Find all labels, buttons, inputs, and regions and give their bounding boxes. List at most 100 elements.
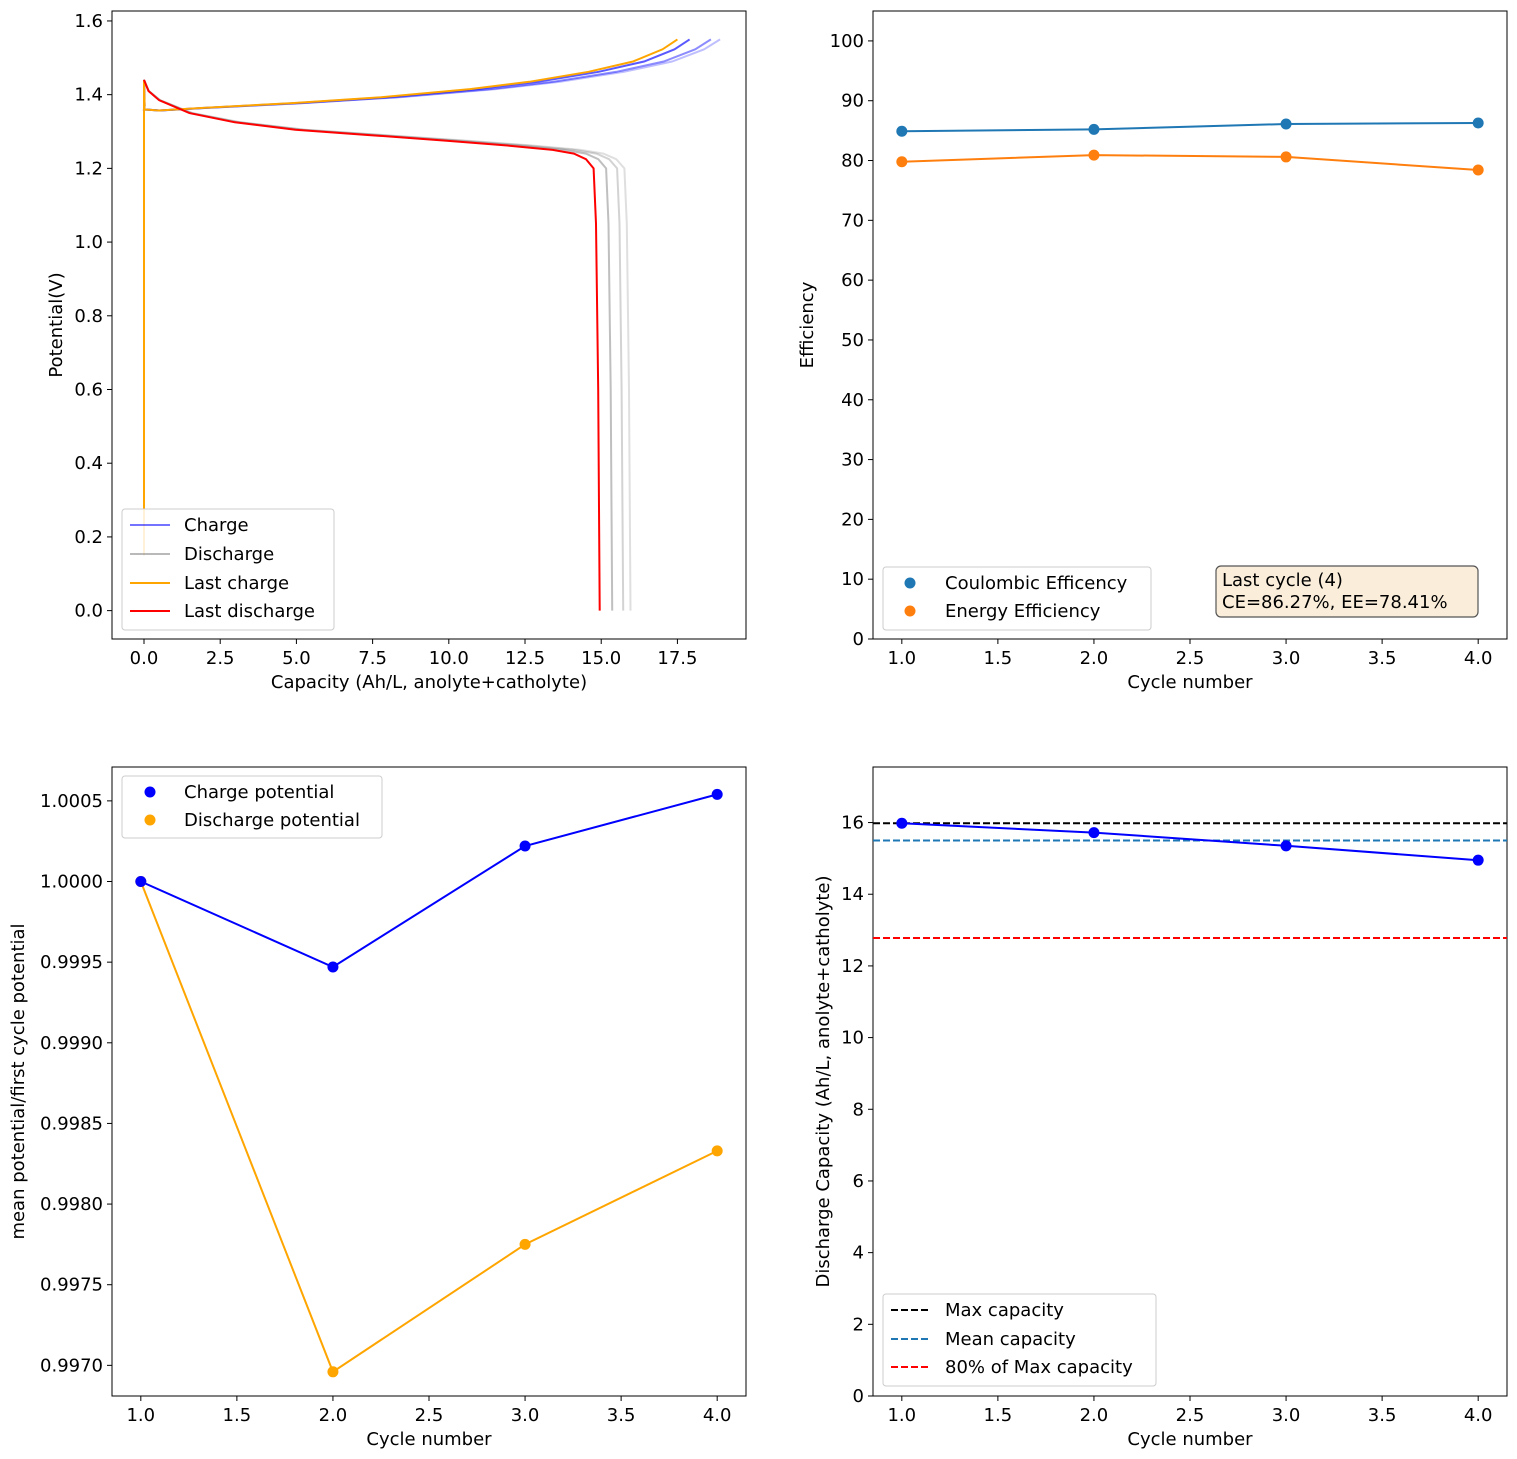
y-tick-label: 8 <box>853 1099 864 1120</box>
x-tick-label: 15.0 <box>581 648 621 669</box>
x-tick-label: 2.0 <box>1080 648 1109 669</box>
legend-label: Charge <box>184 515 249 536</box>
x-tick-label: 1.5 <box>223 1405 252 1426</box>
x-tick-label: 3.5 <box>607 1405 636 1426</box>
discharge-potential-line <box>139 881 718 1374</box>
energy-point <box>1088 149 1100 161</box>
x-tick-label: 2.5 <box>415 1405 444 1426</box>
legend-label: Mean capacity <box>945 1329 1076 1350</box>
y-tick-label: 0.8 <box>74 306 103 327</box>
legend-marker <box>144 786 156 798</box>
panel2-legend <box>882 566 1152 631</box>
y-axis-label: Potential(V) <box>46 272 67 377</box>
y-tick-label: 0.6 <box>74 379 103 400</box>
legend-label: Discharge <box>184 544 274 565</box>
y-tick-label: 60 <box>841 270 864 291</box>
charge-potential-line <box>140 793 718 969</box>
y-tick-label: 14 <box>841 884 864 905</box>
x-tick-label: 2.0 <box>1080 1405 1109 1426</box>
y-tick-label: 0 <box>853 1386 864 1407</box>
y-tick-label: 80 <box>841 151 864 172</box>
y-tick-label: 70 <box>841 210 864 231</box>
x-tick-label: 4.0 <box>1464 1405 1493 1426</box>
discharge-potential-point <box>711 1145 723 1157</box>
charge-potential-point <box>135 876 147 888</box>
y-tick-label: 6 <box>853 1171 864 1192</box>
x-tick-label: 12.5 <box>505 648 545 669</box>
charge-curve <box>142 38 691 556</box>
panel2-frame <box>872 10 1508 640</box>
legend-marker <box>904 577 916 589</box>
legend-label: Discharge potential <box>184 810 360 831</box>
last-charge-curve <box>142 38 678 556</box>
legend-label: Max capacity <box>945 1300 1064 1321</box>
x-tick-label: 2.5 <box>1176 1405 1205 1426</box>
y-tick-label: 50 <box>841 330 864 351</box>
panel1-plot-area <box>142 38 721 611</box>
legend-label: Charge potential <box>184 782 334 803</box>
energy-line <box>901 154 1479 171</box>
x-tick-label: 2.5 <box>206 648 235 669</box>
x-axis-label: Capacity (Ah/L, anolyte+catholyte) <box>271 672 587 693</box>
panel1-frame <box>111 10 747 640</box>
legend-label: Energy Efficiency <box>945 601 1101 622</box>
charge-potential-point <box>711 788 723 800</box>
annotation-line1: Last cycle (4) <box>1222 570 1343 591</box>
legend-marker <box>904 605 916 617</box>
x-tick-label: 5.0 <box>282 648 311 669</box>
y-tick-label: 0.9985 <box>40 1113 103 1134</box>
y-tick-label: 0.4 <box>74 453 103 474</box>
charge-potential-point <box>519 840 531 852</box>
x-tick-label: 2.5 <box>1176 648 1205 669</box>
y-tick-label: 0.2 <box>74 527 103 548</box>
legend-label: Last discharge <box>184 601 315 622</box>
panel1-legend <box>121 508 335 631</box>
x-tick-label: 10.0 <box>429 648 469 669</box>
x-tick-label: 3.5 <box>1368 648 1397 669</box>
y-tick-label: 0 <box>853 629 864 650</box>
coulombic-point <box>1472 117 1484 129</box>
coulombic-point <box>1280 118 1292 130</box>
energy-point <box>1472 164 1484 176</box>
x-axis-label: Cycle number <box>1127 672 1253 693</box>
panel3-frame <box>111 766 747 1397</box>
legend-label: 80% of Max capacity <box>945 1357 1133 1378</box>
x-tick-label: 1.5 <box>984 648 1013 669</box>
discharge-potential-point <box>327 1366 339 1378</box>
x-tick-label: 7.5 <box>358 648 387 669</box>
charge-curve <box>142 38 721 556</box>
y-tick-label: 1.0000 <box>40 872 103 893</box>
coulombic-point <box>1088 123 1100 135</box>
panel4-legend <box>882 1293 1157 1387</box>
discharge-capacity-point <box>896 817 908 829</box>
y-axis-label: Discharge Capacity (Ah/L, anolyte+cathol… <box>813 875 834 1287</box>
y-tick-label: 1.0005 <box>40 791 103 812</box>
last-discharge-curve <box>143 79 601 611</box>
y-tick-label: 1.0 <box>74 232 103 253</box>
y-tick-label: 1.4 <box>74 85 103 106</box>
y-tick-label: 12 <box>841 956 864 977</box>
y-tick-label: 0.9975 <box>40 1275 103 1296</box>
x-tick-label: 3.5 <box>1368 1405 1397 1426</box>
y-tick-label: 0.9995 <box>40 952 103 973</box>
y-tick-label: 1.2 <box>74 158 103 179</box>
y-tick-label: 0.9970 <box>40 1355 103 1376</box>
discharge-capacity-point <box>1472 854 1484 866</box>
charge-curve <box>142 38 712 556</box>
y-tick-label: 4 <box>853 1243 864 1264</box>
x-tick-label: 17.5 <box>657 648 697 669</box>
x-tick-label: 2.0 <box>319 1405 348 1426</box>
x-tick-label: 1.0 <box>126 1405 155 1426</box>
x-axis-label: Cycle number <box>1127 1429 1253 1450</box>
y-tick-label: 20 <box>841 509 864 530</box>
y-axis-label: mean potential/first cycle potential <box>8 923 29 1239</box>
charge-potential-point <box>327 961 339 973</box>
discharge-potential-point <box>519 1238 531 1250</box>
panel3-legend <box>121 775 383 839</box>
legend-label: Last charge <box>184 573 289 594</box>
y-tick-label: 1.6 <box>74 11 103 32</box>
energy-point <box>1280 151 1292 163</box>
y-tick-label: 10 <box>841 569 864 590</box>
y-tick-label: 100 <box>830 31 864 52</box>
x-tick-label: 4.0 <box>1464 648 1493 669</box>
